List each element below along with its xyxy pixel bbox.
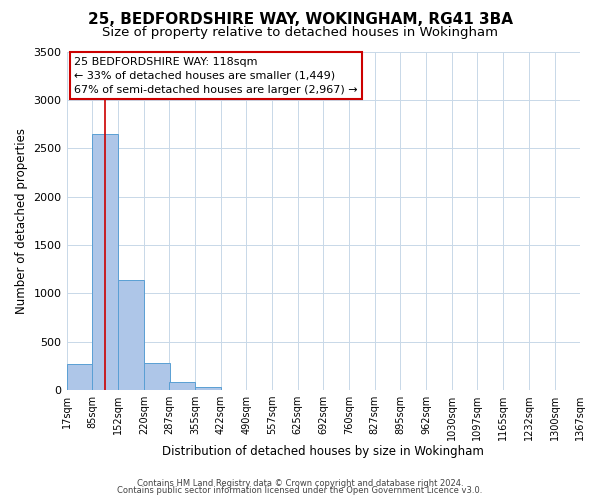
- Text: 25 BEDFORDSHIRE WAY: 118sqm
← 33% of detached houses are smaller (1,449)
67% of : 25 BEDFORDSHIRE WAY: 118sqm ← 33% of det…: [74, 56, 358, 94]
- Text: 25, BEDFORDSHIRE WAY, WOKINGHAM, RG41 3BA: 25, BEDFORDSHIRE WAY, WOKINGHAM, RG41 3B…: [88, 12, 512, 28]
- Bar: [92, 134, 118, 390]
- Text: Contains public sector information licensed under the Open Government Licence v3: Contains public sector information licen…: [118, 486, 482, 495]
- Text: Contains HM Land Registry data © Crown copyright and database right 2024.: Contains HM Land Registry data © Crown c…: [137, 478, 463, 488]
- Bar: [144, 363, 170, 390]
- X-axis label: Distribution of detached houses by size in Wokingham: Distribution of detached houses by size …: [163, 444, 484, 458]
- Text: Size of property relative to detached houses in Wokingham: Size of property relative to detached ho…: [102, 26, 498, 39]
- Bar: [67, 364, 92, 390]
- Bar: [169, 382, 195, 390]
- Bar: [195, 387, 221, 390]
- Bar: [118, 280, 144, 390]
- Y-axis label: Number of detached properties: Number of detached properties: [15, 128, 28, 314]
